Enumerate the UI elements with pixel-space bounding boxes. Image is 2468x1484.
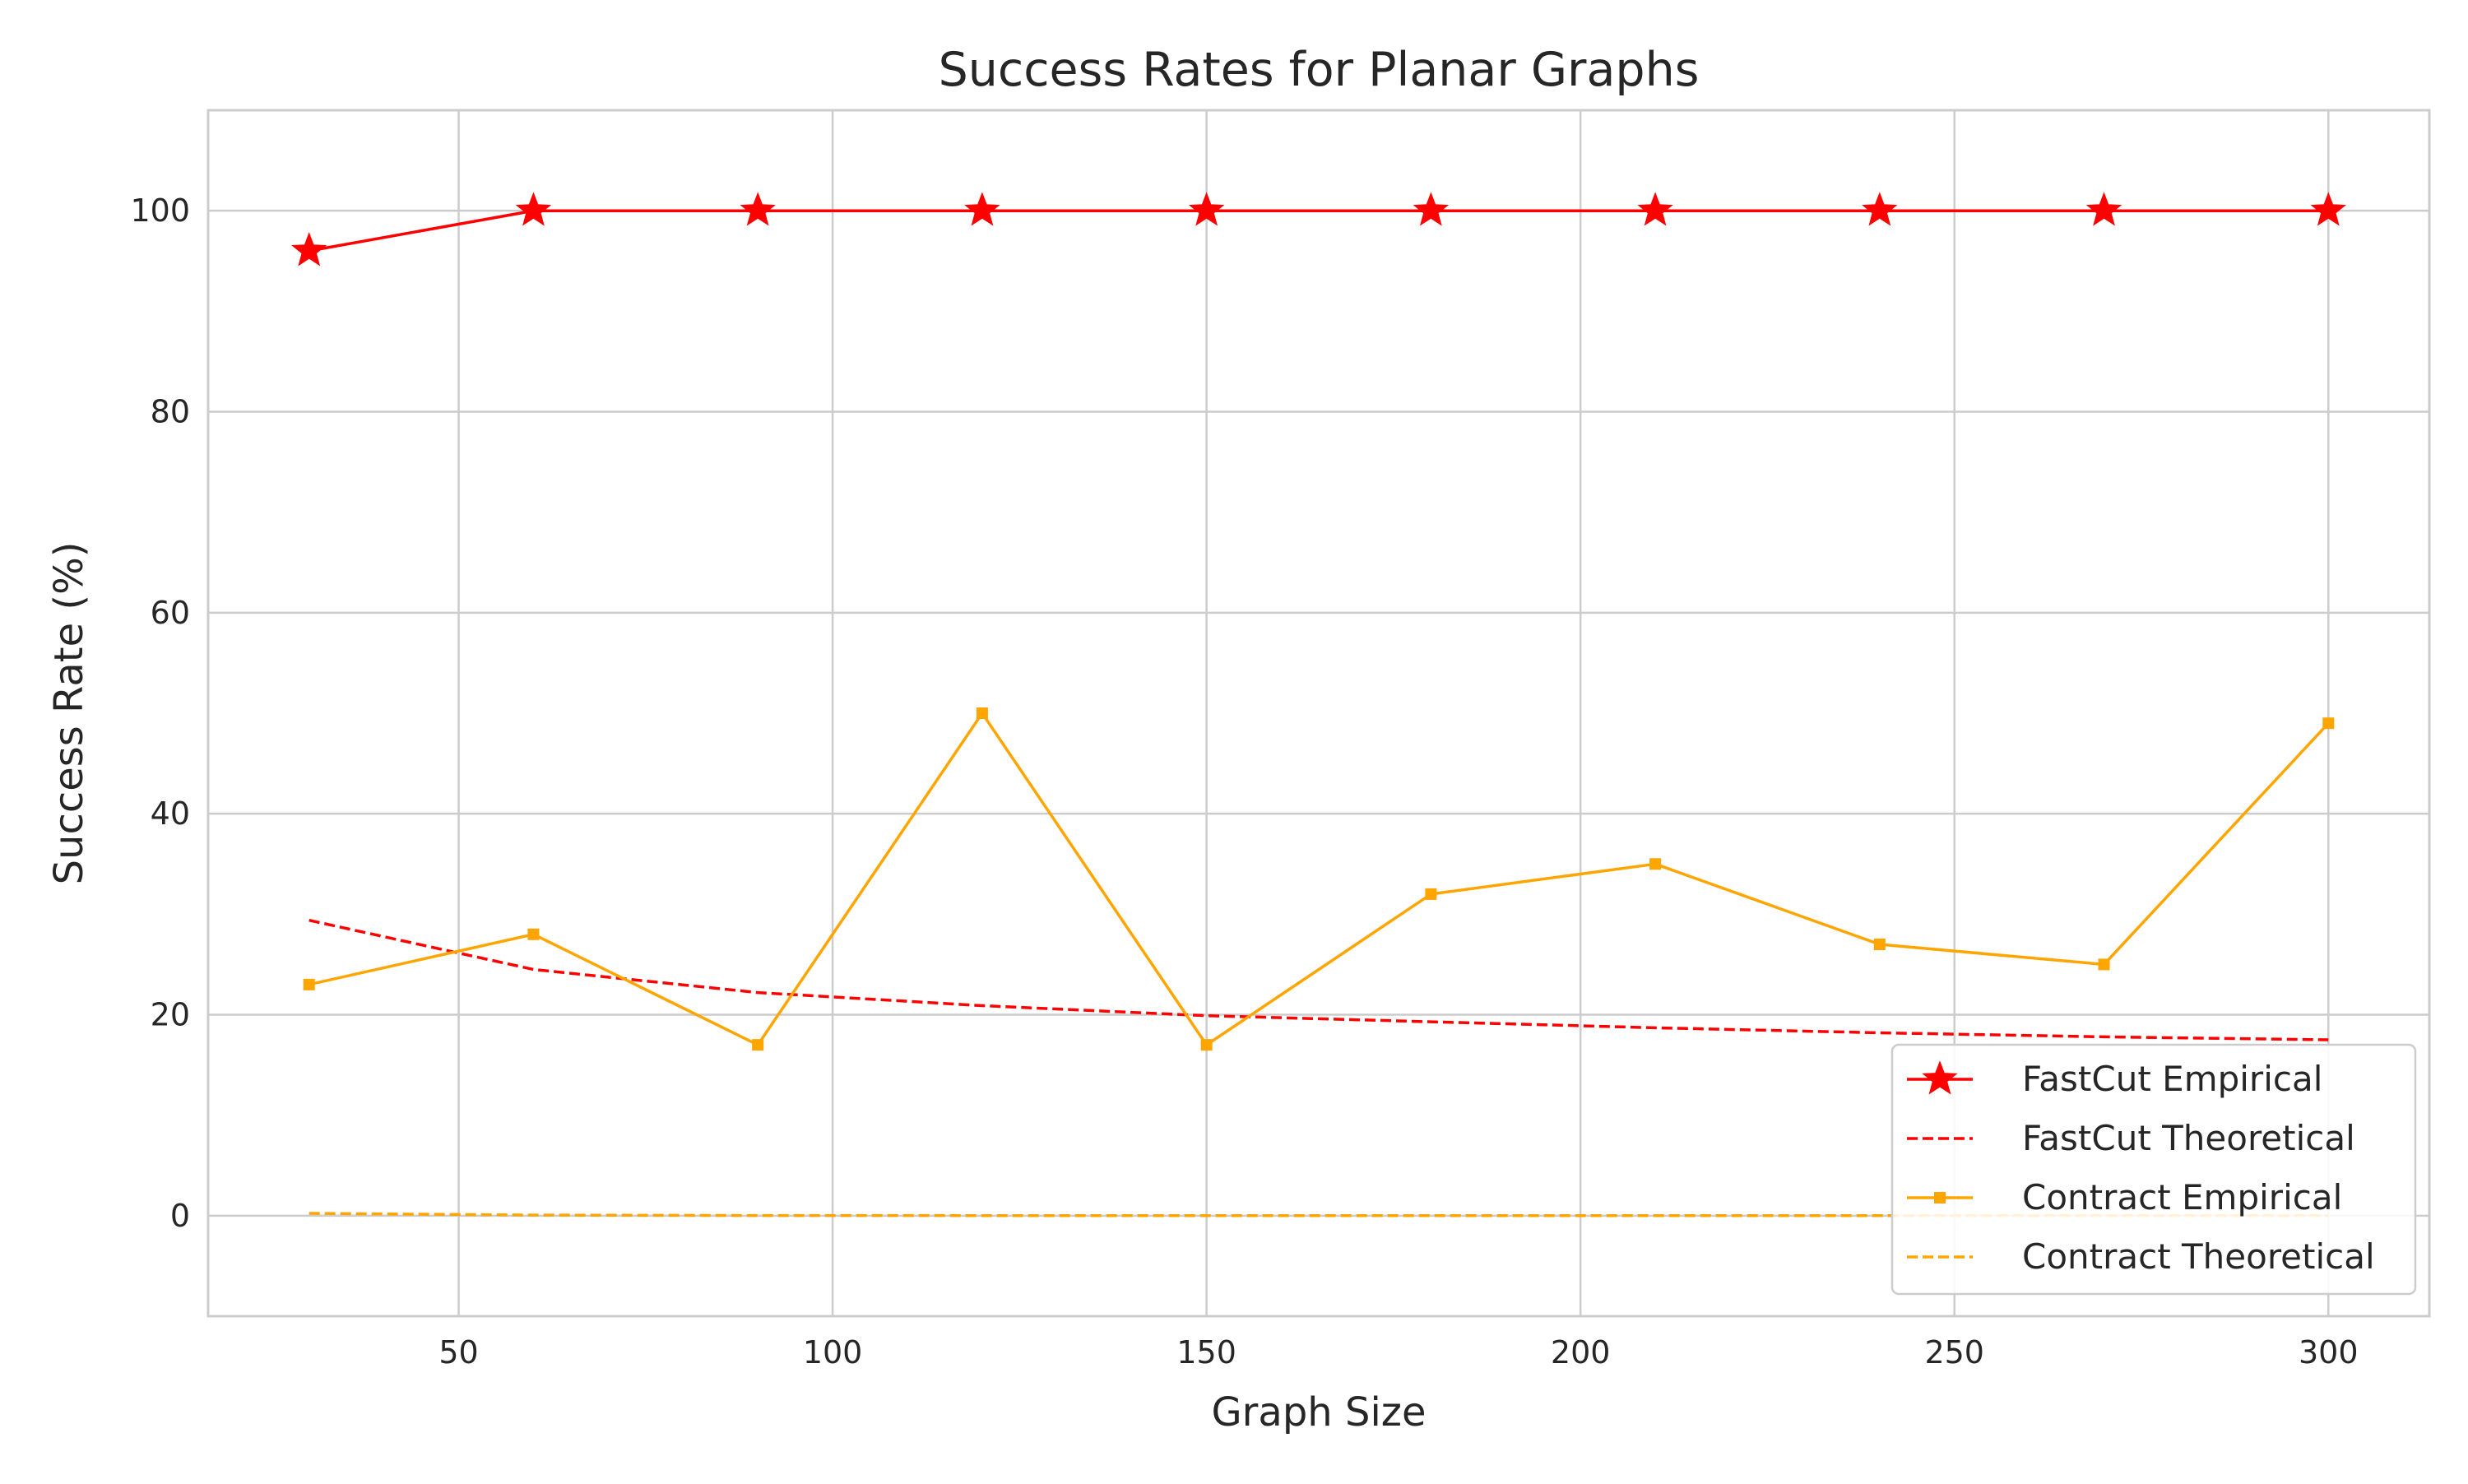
legend-item: FastCut Theoretical <box>1907 1118 2355 1158</box>
legend: FastCut Empirical FastCut Theoretical Cont… <box>1890 1043 2417 1296</box>
legend-marker <box>1922 1060 1958 1095</box>
data-point <box>964 192 1000 226</box>
plot-frame <box>206 109 2431 1318</box>
x-tick-label: 150 <box>1176 1334 1236 1370</box>
series-line <box>308 712 2330 1046</box>
data-point <box>515 192 552 226</box>
data-point <box>1649 858 1662 870</box>
series-fastcut-empirical <box>291 192 2346 267</box>
legend-box <box>1890 1043 2417 1296</box>
legend-label: FastCut Empirical <box>2022 1059 2322 1099</box>
data-point <box>1188 192 1225 226</box>
legend-marker <box>1934 1192 1946 1203</box>
data-point <box>2085 192 2122 226</box>
x-tick-label: 250 <box>1924 1334 1984 1370</box>
data-point <box>1862 192 1898 226</box>
data-point <box>2322 717 2335 730</box>
y-tick-label: 20 <box>151 997 190 1033</box>
y-tick-label: 40 <box>151 795 190 832</box>
tick-labels: 50 100 150 200 250 300 0 20 40 60 80 100 <box>130 192 2358 1370</box>
data-point <box>1200 1039 1213 1051</box>
x-tick-label: 100 <box>803 1334 863 1370</box>
data-point <box>291 232 327 267</box>
data-point <box>1425 888 1437 900</box>
data-point <box>1873 938 1886 950</box>
x-axis-title: Graph Size <box>1211 1389 1426 1435</box>
legend-label: Contract Empirical <box>2022 1177 2342 1217</box>
data-point <box>2310 192 2346 226</box>
y-axis-title: Success Rate (%) <box>46 542 92 885</box>
series-fastcut-theoretical <box>308 918 2329 1041</box>
series-contract-empirical <box>303 707 2335 1051</box>
data-point <box>527 928 540 940</box>
data-point <box>740 192 776 226</box>
x-tick-label: 200 <box>1551 1334 1611 1370</box>
data-point <box>976 707 988 719</box>
data-point <box>1413 192 1450 226</box>
legend-label: Contract Theoretical <box>2022 1236 2375 1277</box>
legend-item: FastCut Empirical <box>1907 1059 2322 1099</box>
series-line <box>308 918 2329 1041</box>
data-point <box>1637 192 1673 226</box>
series-line <box>308 209 2329 253</box>
y-tick-label: 100 <box>130 192 190 229</box>
data-point <box>752 1039 764 1051</box>
legend-item: Contract Empirical <box>1907 1177 2342 1217</box>
legend-item: Contract Theoretical <box>1907 1236 2375 1277</box>
data-point <box>303 978 315 990</box>
data-point <box>2098 958 2110 971</box>
y-tick-label: 60 <box>151 595 190 631</box>
y-tick-label: 80 <box>151 394 190 430</box>
x-tick-label: 50 <box>438 1334 478 1370</box>
chart-title: Success Rates for Planar Graphs <box>939 43 1700 97</box>
y-tick-label: 0 <box>170 1198 190 1234</box>
x-tick-label: 300 <box>2299 1334 2359 1370</box>
legend-label: FastCut Theoretical <box>2022 1118 2355 1158</box>
